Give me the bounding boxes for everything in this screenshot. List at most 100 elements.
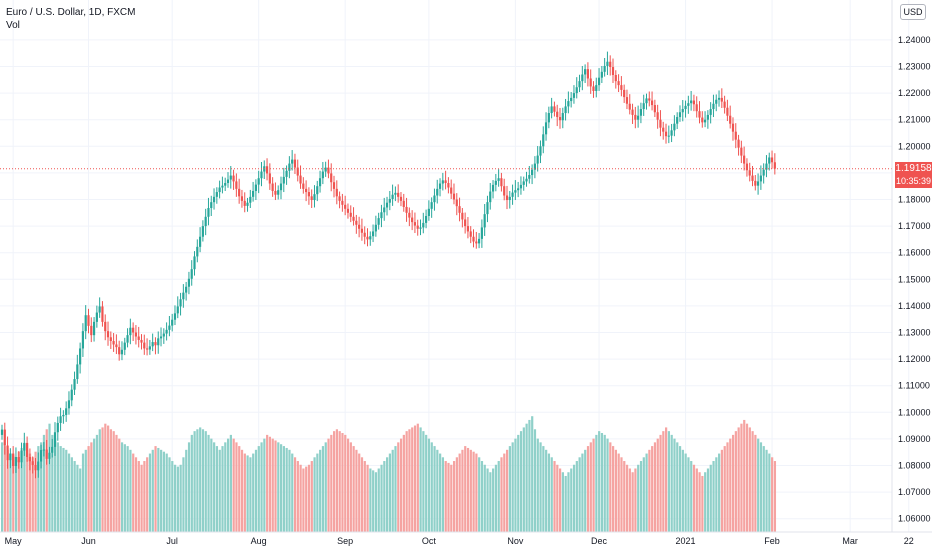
candle-body xyxy=(489,191,492,203)
candle-body xyxy=(659,119,662,128)
volume-bar xyxy=(461,449,464,532)
volume-bar xyxy=(352,446,355,532)
volume-bar xyxy=(48,423,51,532)
volume-bar xyxy=(659,434,662,532)
candle-body xyxy=(759,175,762,182)
volume-bar xyxy=(146,457,149,532)
candle-body xyxy=(302,183,305,189)
volume-bar xyxy=(3,446,6,532)
candle-body xyxy=(522,181,525,185)
volume-bar xyxy=(469,449,472,532)
volume-bar xyxy=(335,429,338,532)
candle-body xyxy=(335,188,338,197)
volume-bar xyxy=(748,427,751,532)
price-tick-label: 1.06000 xyxy=(898,514,931,524)
currency-unit-button[interactable]: USD xyxy=(900,4,926,20)
candle-body xyxy=(497,178,500,181)
candle-body xyxy=(715,99,718,104)
candle-body xyxy=(662,127,665,132)
time-axis[interactable]: May Jun Jul Aug Sep Oct Nov Dec 2021 Feb Mar 22 xyxy=(5,536,914,546)
volume-bar xyxy=(173,464,177,532)
volume-bar xyxy=(160,449,163,532)
price-tick-label: 1.21000 xyxy=(898,115,931,125)
candle-body xyxy=(98,306,101,313)
candle-body xyxy=(572,93,576,98)
volume-bar xyxy=(726,442,729,532)
price-tick-label: 1.14000 xyxy=(898,301,931,311)
volume-bar xyxy=(522,427,525,532)
volume-bar xyxy=(645,453,648,532)
symbol-title[interactable]: Euro / U.S. Dollar, 1D, FXCM xyxy=(6,7,136,18)
volume-bar xyxy=(684,453,687,532)
volume-bar xyxy=(531,416,534,532)
volume-bar xyxy=(765,449,768,532)
volume-bar xyxy=(313,457,316,532)
candle-body xyxy=(346,208,350,213)
candle-body xyxy=(648,98,651,101)
volume-bar xyxy=(503,453,506,532)
volume-bar xyxy=(475,453,478,532)
volume-bar xyxy=(302,468,305,532)
volume-bar xyxy=(93,438,96,532)
candle-body xyxy=(26,442,29,457)
candle-body xyxy=(299,175,302,184)
candle-body xyxy=(544,122,548,135)
candle-body xyxy=(477,238,481,244)
volume-bar xyxy=(31,457,34,532)
candle-body xyxy=(464,219,467,227)
volume-bar xyxy=(274,440,277,532)
candle-body xyxy=(717,97,721,100)
volume-bar xyxy=(65,449,68,532)
volume-bar xyxy=(23,444,26,532)
volume-bar xyxy=(252,453,255,532)
candle-body xyxy=(531,169,534,176)
volume-bar xyxy=(472,451,475,532)
volume-bar xyxy=(224,442,227,532)
candle-body xyxy=(461,212,464,220)
candle-body xyxy=(533,163,536,170)
volume-bar xyxy=(570,468,573,532)
volume-bar xyxy=(419,427,422,532)
candle-body xyxy=(447,183,450,188)
candle-body xyxy=(528,175,531,179)
candle-body xyxy=(198,236,202,247)
volume-bar xyxy=(745,423,749,532)
price-tick-label: 1.20000 xyxy=(898,141,931,151)
volume-bar xyxy=(603,434,606,532)
candle-body xyxy=(450,187,453,194)
time-tick-label: Aug xyxy=(251,536,267,546)
volume-bar xyxy=(285,447,288,532)
price-axis[interactable]: 1.06000 1.07000 1.08000 1.09000 1.10000 1.110… xyxy=(898,35,931,524)
candle-body xyxy=(620,85,623,90)
candle-body xyxy=(676,117,679,124)
candle-body xyxy=(422,222,425,228)
volume-bar xyxy=(358,453,361,532)
candle-body xyxy=(419,227,422,229)
volume-bar xyxy=(229,434,232,532)
volume-bar xyxy=(670,434,673,532)
price-tick-label: 1.18000 xyxy=(898,195,931,205)
volume-bar xyxy=(73,461,76,532)
volume-bar xyxy=(681,449,684,532)
volume-bar xyxy=(690,461,693,532)
candle-body xyxy=(0,429,4,435)
candle-body xyxy=(712,103,715,110)
volume-bar xyxy=(617,453,620,532)
candle-body xyxy=(645,98,648,104)
volume-bar xyxy=(620,457,623,532)
candle-body xyxy=(151,342,154,347)
time-tick-label: May xyxy=(5,536,23,546)
candle-body xyxy=(235,181,238,189)
candle-body xyxy=(383,207,386,213)
volume-bar xyxy=(547,453,551,532)
candle-body xyxy=(291,159,294,164)
candle-body xyxy=(475,241,478,244)
candle-body xyxy=(327,167,330,174)
time-tick-label: Jun xyxy=(81,536,96,546)
volume-bar xyxy=(545,449,548,532)
volume-label[interactable]: Vol xyxy=(6,20,20,31)
candle-body xyxy=(171,319,174,326)
candle-body xyxy=(720,97,723,102)
